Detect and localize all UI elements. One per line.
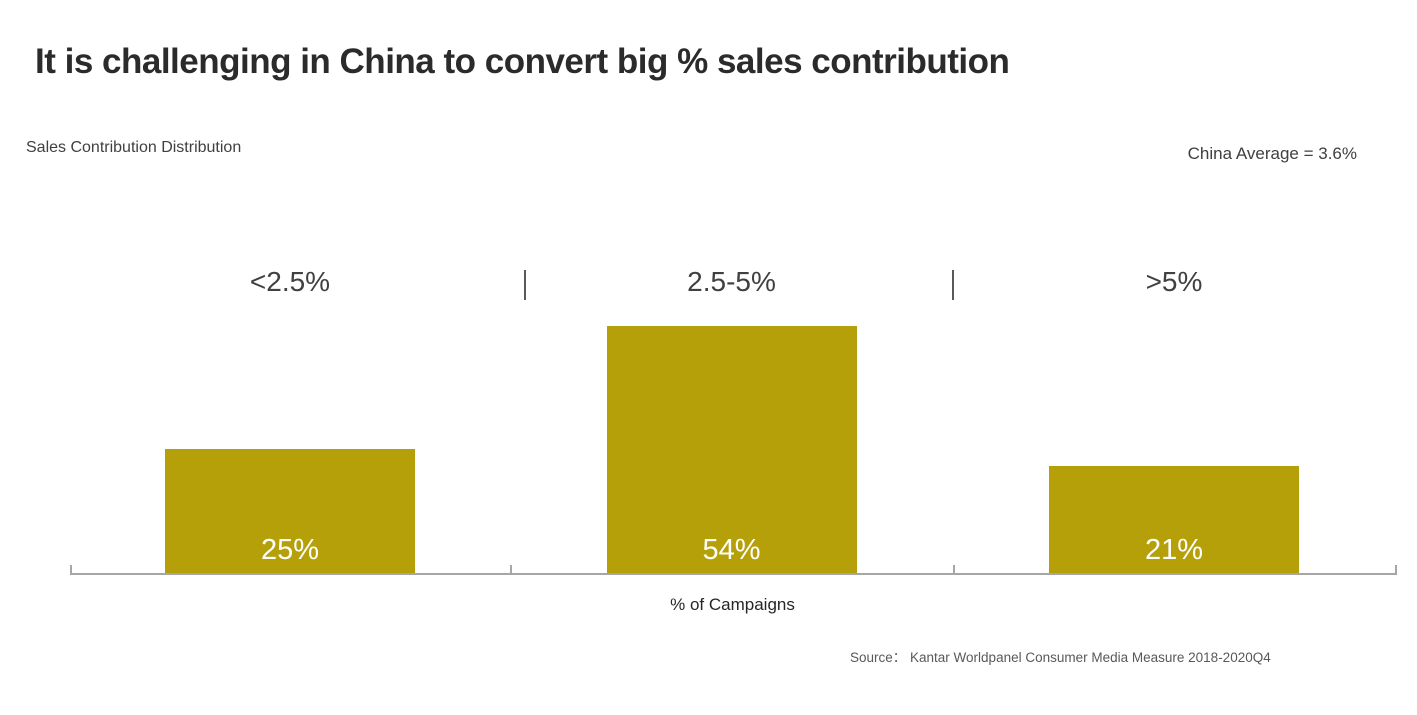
x-axis-title: % of Campaigns: [670, 595, 795, 614]
axis-tick: [70, 565, 72, 575]
bar-value-label: 25%: [260, 534, 320, 566]
source-note: Source： Kantar Worldpanel Consumer Media…: [850, 650, 1271, 665]
category-label: <2.5%: [249, 266, 331, 297]
category-label: >5%: [1145, 266, 1203, 297]
axis-tick: [510, 565, 512, 575]
bar: 25%: [165, 449, 415, 575]
bar-value-label: 21%: [1144, 534, 1204, 566]
category-label: 2.5-5%: [687, 266, 776, 297]
axis-tick: [1395, 565, 1397, 575]
chart-subtitle: Sales Contribution Distribution: [26, 139, 242, 156]
panel-divider: [952, 270, 954, 300]
slide-title: It is challenging in China to convert bi…: [35, 42, 1010, 81]
bar: 54%: [606, 326, 857, 575]
x-axis-line: [70, 573, 1395, 575]
bar-value-label: 54%: [702, 534, 761, 566]
axis-tick: [953, 565, 955, 575]
panel-divider: [524, 270, 526, 300]
china-average-annotation: China Average = 3.6%: [1187, 144, 1357, 163]
bar: 21%: [1049, 466, 1299, 575]
